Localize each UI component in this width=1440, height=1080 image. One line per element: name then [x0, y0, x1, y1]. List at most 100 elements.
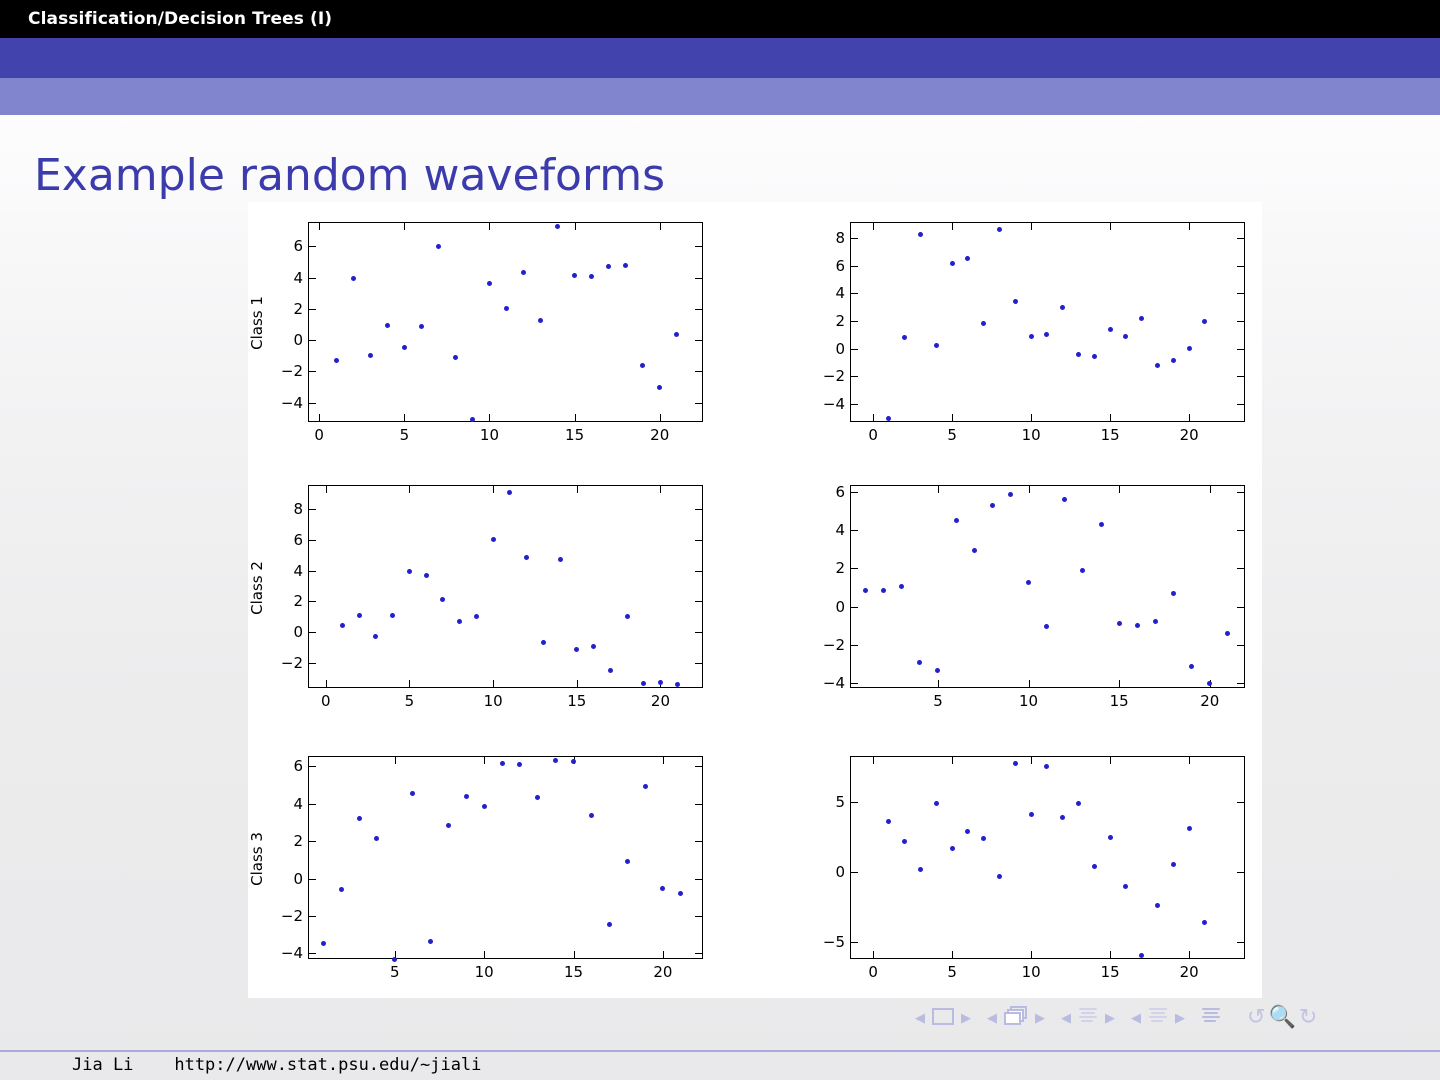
- data-point: [623, 263, 629, 269]
- data-point: [390, 613, 396, 619]
- data-point: [981, 321, 987, 327]
- nav-group-section[interactable]: ◀ ▶: [1131, 1006, 1185, 1030]
- prev-frame-icon[interactable]: ◀: [987, 1010, 997, 1026]
- nav-lens-group[interactable]: ↺ 🔍 ↻: [1247, 1007, 1317, 1029]
- prev-slide-icon[interactable]: ◀: [915, 1010, 925, 1026]
- y-tick-label: 8: [835, 229, 845, 248]
- data-point: [997, 873, 1003, 879]
- y-tick-label: 6: [835, 482, 845, 501]
- data-point: [1170, 358, 1176, 364]
- y-tick-label: 2: [293, 299, 303, 318]
- data-point: [428, 938, 434, 944]
- y-tick: [1237, 941, 1244, 943]
- data-point: [1012, 299, 1018, 305]
- data-point: [1155, 363, 1161, 369]
- x-tick-label: 5: [933, 692, 943, 710]
- data-point: [555, 223, 561, 229]
- y-axis-label: Class 2: [248, 560, 266, 615]
- y-tick: [309, 632, 316, 634]
- x-tick: [952, 757, 954, 764]
- data-point: [989, 502, 995, 508]
- data-point: [1134, 623, 1140, 629]
- y-tick: [309, 539, 316, 541]
- y-tick: [1237, 644, 1244, 646]
- x-tick: [409, 486, 411, 493]
- y-tick: [309, 570, 316, 572]
- nav-group-frames[interactable]: ◀ ▶: [987, 1006, 1045, 1030]
- data-point: [591, 644, 597, 650]
- data-point: [457, 618, 463, 624]
- y-tick: [309, 841, 316, 843]
- x-tick: [576, 486, 578, 493]
- y-tick: [1237, 606, 1244, 608]
- search-icon[interactable]: 🔍: [1268, 1005, 1296, 1030]
- data-point: [1076, 800, 1082, 806]
- y-tick: [851, 491, 858, 493]
- x-tick: [493, 680, 495, 687]
- y-tick: [695, 402, 702, 404]
- data-point: [410, 790, 416, 796]
- y-tick-label: 4: [293, 794, 303, 813]
- back-icon[interactable]: ↺: [1247, 1005, 1266, 1030]
- x-tick: [489, 414, 491, 421]
- data-point: [320, 940, 326, 946]
- y-tick-label: 0: [293, 331, 303, 350]
- data-point: [1139, 316, 1145, 322]
- scatter-plot-class1-sample2: −4 −2 0 2 4 6 8 0 5 10 15 20: [823, 222, 1245, 444]
- y-tick-label: 0: [835, 862, 845, 881]
- data-point: [624, 614, 630, 620]
- data-point: [1171, 590, 1177, 596]
- next-slide-icon[interactable]: ▶: [961, 1010, 971, 1026]
- y-tick-label: −2: [822, 367, 845, 386]
- data-point: [418, 324, 424, 330]
- data-point: [1026, 580, 1032, 586]
- y-tick: [1237, 265, 1244, 267]
- beamer-navigation-symbols[interactable]: ◀ ▶ ◀ ▶ ◀ ▶ ◀: [915, 1004, 1317, 1032]
- y-tick: [695, 878, 702, 880]
- section-icon[interactable]: [1148, 1006, 1168, 1030]
- prev-section-icon[interactable]: ◀: [1131, 1010, 1141, 1026]
- nav-group-subsection[interactable]: ◀ ▶: [1061, 1006, 1115, 1030]
- y-tick: [695, 841, 702, 843]
- y-tick: [851, 606, 858, 608]
- x-tick: [325, 486, 327, 493]
- next-frame-icon[interactable]: ▶: [1035, 1010, 1045, 1026]
- data-point: [917, 659, 923, 665]
- x-tick-label: 5: [404, 692, 415, 710]
- y-tick: [695, 601, 702, 603]
- figure-canvas: −4 −2 0 2 4 6 0 5 10 15 20 Class 1 −4 −2 0 2 4 6 8 0 5 10 15 2…: [248, 202, 1262, 998]
- data-point: [949, 261, 955, 267]
- data-point: [1202, 319, 1208, 325]
- nav-group-slide[interactable]: ◀ ▶: [915, 1007, 971, 1029]
- data-point: [481, 804, 487, 810]
- data-point: [886, 818, 892, 824]
- y-tick: [309, 246, 316, 248]
- y-tick: [1237, 801, 1244, 803]
- x-tick: [1119, 680, 1121, 687]
- data-point: [997, 226, 1003, 232]
- y-tick-label: 6: [293, 530, 303, 549]
- data-point: [490, 537, 496, 543]
- prev-subsection-icon[interactable]: ◀: [1061, 1010, 1071, 1026]
- document-icon[interactable]: [1201, 1006, 1221, 1030]
- subsection-icon[interactable]: [1078, 1006, 1098, 1030]
- y-tick: [309, 509, 316, 511]
- y-tick-label: 6: [293, 757, 303, 776]
- forward-icon[interactable]: ↻: [1298, 1005, 1318, 1030]
- data-point: [401, 344, 407, 350]
- data-point: [640, 363, 646, 369]
- y-tick: [309, 878, 316, 880]
- frames-icon[interactable]: [1004, 1006, 1028, 1030]
- x-tick: [1189, 414, 1191, 421]
- data-point: [1076, 352, 1082, 358]
- next-section-icon[interactable]: ▶: [1175, 1010, 1185, 1026]
- axes-box: −5 0 5 0 5 10 15 20: [823, 756, 1245, 981]
- next-subsection-icon[interactable]: ▶: [1105, 1010, 1115, 1026]
- slide-icon[interactable]: [932, 1007, 954, 1029]
- y-tick-label: −4: [822, 674, 845, 693]
- x-tick-label: 5: [947, 426, 957, 444]
- x-tick: [1028, 680, 1030, 687]
- y-tick-label: 8: [293, 500, 303, 519]
- x-tick: [325, 680, 327, 687]
- y-tick: [695, 277, 702, 279]
